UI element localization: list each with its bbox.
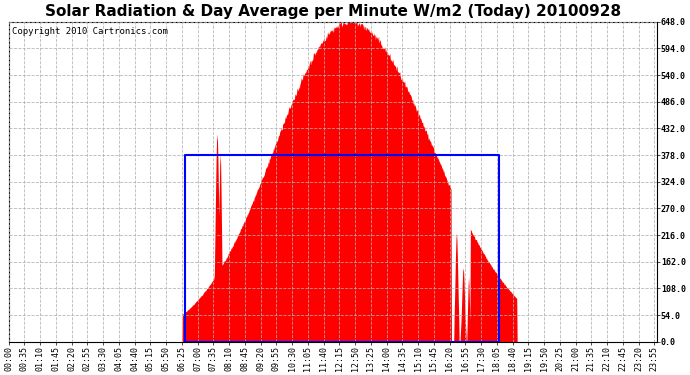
Title: Solar Radiation & Day Average per Minute W/m2 (Today) 20100928: Solar Radiation & Day Average per Minute… <box>45 4 621 19</box>
Text: Copyright 2010 Cartronics.com: Copyright 2010 Cartronics.com <box>12 27 168 36</box>
